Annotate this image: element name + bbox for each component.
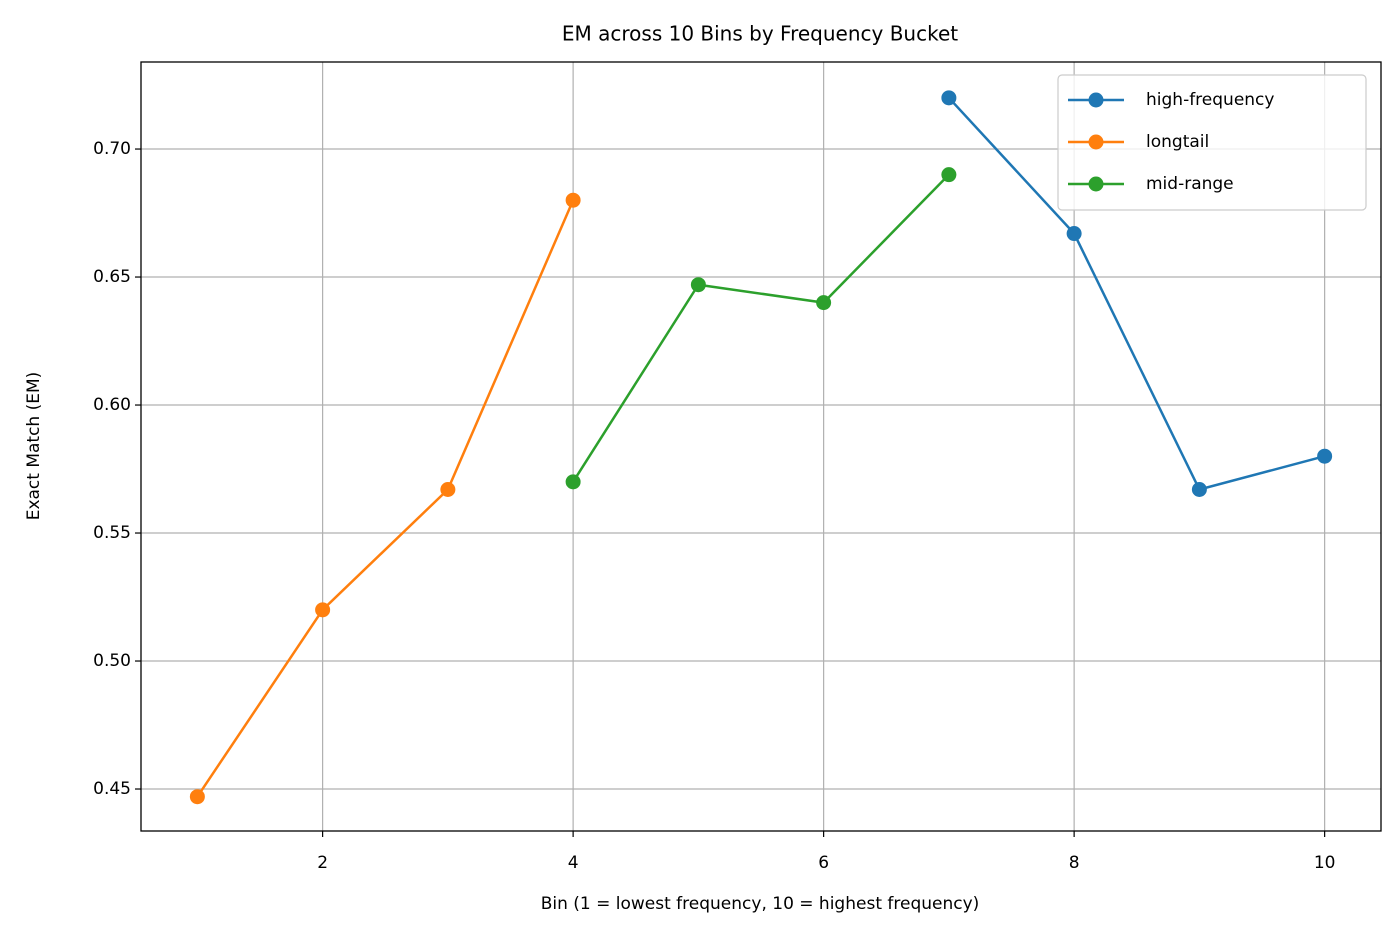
- legend-label: high-frequency: [1146, 90, 1274, 110]
- y-axis-label: Exact Match (EM): [24, 372, 44, 521]
- y-tick-label: 0.50: [93, 651, 131, 671]
- series-line: [572, 173, 950, 483]
- legend: high-frequency longtail mid-range: [1057, 74, 1367, 211]
- legend-marker: [1088, 92, 1104, 108]
- y-tick-label: 0.60: [93, 395, 131, 415]
- legend-label: mid-range: [1146, 174, 1234, 194]
- x-tick-label: 10: [1314, 853, 1336, 873]
- data-point: [941, 90, 957, 106]
- x-axis-label: Bin (1 = lowest frequency, 10 = highest …: [541, 894, 980, 914]
- legend-label: longtail: [1146, 132, 1209, 152]
- y-tick-label: 0.70: [93, 139, 131, 159]
- y-tick-label: 0.45: [93, 779, 131, 799]
- data-point: [1317, 448, 1333, 464]
- data-point: [1066, 226, 1082, 242]
- data-point: [440, 482, 456, 498]
- data-point: [690, 277, 706, 293]
- x-tick-label: 8: [1069, 853, 1080, 873]
- series-line: [196, 199, 575, 798]
- data-point: [189, 789, 205, 805]
- y-tick-label: 0.55: [93, 523, 131, 543]
- x-tick-label: 6: [818, 853, 829, 873]
- legend-marker: [1088, 134, 1104, 150]
- legend-box: [1057, 74, 1367, 211]
- series-line: [947, 96, 1325, 491]
- legend-marker: [1088, 176, 1104, 192]
- x-tick-label: 2: [317, 853, 328, 873]
- chart-title: EM across 10 Bins by Frequency Bucket: [562, 22, 958, 46]
- data-point: [816, 295, 832, 311]
- x-tick-label: 4: [568, 853, 579, 873]
- data-point: [315, 602, 331, 618]
- y-tick-label: 0.65: [93, 267, 131, 287]
- data-point: [941, 167, 957, 183]
- data-point: [1191, 482, 1207, 498]
- data-point: [565, 192, 581, 208]
- data-point: [565, 474, 581, 490]
- plot-frame: [140, 61, 1382, 832]
